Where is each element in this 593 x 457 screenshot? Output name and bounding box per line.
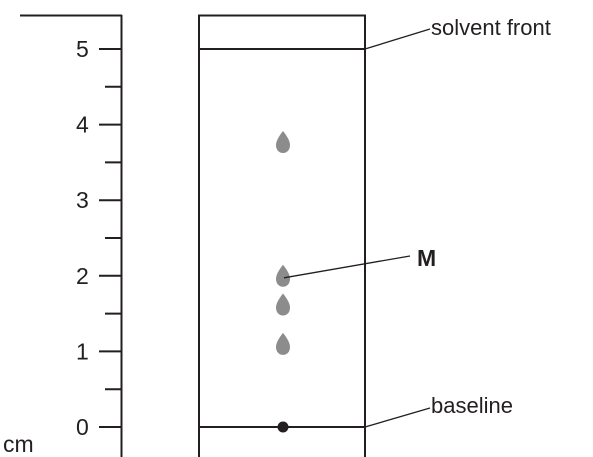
- annotations: solvent front M baseline: [283, 15, 551, 428]
- solvent-front-label: solvent front: [431, 15, 551, 40]
- ruler-unit-label: cm: [3, 431, 34, 457]
- ruler: 0 1 2 3 4 5 cm: [3, 14, 123, 457]
- tick-label: 5: [76, 36, 89, 62]
- tick-label: 0: [76, 414, 89, 440]
- tick-label: 2: [76, 263, 89, 289]
- plate-outline: [198, 14, 366, 457]
- solvent-front-leader: [364, 28, 431, 50]
- m-marker-label: M: [417, 245, 436, 271]
- tick-label: 3: [76, 187, 89, 213]
- tick-label: 1: [76, 338, 89, 364]
- tlc-spot: [276, 332, 290, 355]
- spots: [276, 130, 290, 433]
- baseline-label: baseline: [431, 393, 513, 418]
- ruler-ticks: 0 1 2 3 4 5: [76, 36, 122, 440]
- baseline-leader: [364, 407, 431, 428]
- m-marker-leader: [283, 255, 411, 279]
- tlc-spot: [276, 264, 290, 287]
- origin-dot: [277, 421, 289, 433]
- tlc-spot: [276, 130, 290, 153]
- tlc-plate: [198, 14, 366, 457]
- tick-label: 4: [76, 112, 89, 138]
- tlc-spot: [276, 293, 290, 316]
